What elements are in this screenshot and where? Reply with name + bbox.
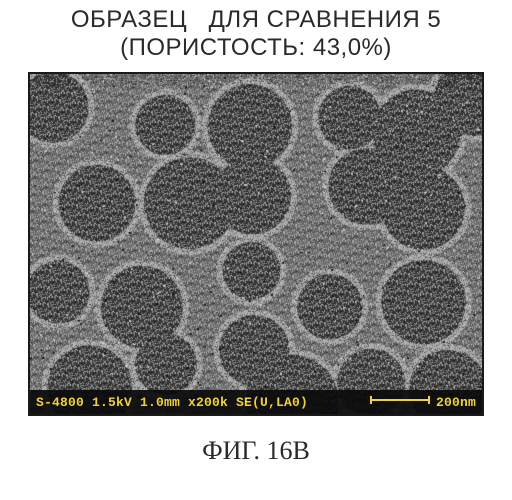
sem-micrograph: S-4800 1.5kV 1.0mm x200k SE(U,LA0) 200nm (28, 72, 484, 416)
sem-info-bar: S-4800 1.5kV 1.0mm x200k SE(U,LA0) 200nm (30, 390, 482, 414)
figure-caption: ФИГ. 16В (202, 436, 310, 466)
sem-scale-bar (370, 399, 430, 401)
sem-scale-label: 200nm (436, 395, 476, 410)
figure-title-line-2: (ПОРИСТОСТЬ: 43,0%) (120, 34, 392, 62)
figure-title-line-1: ОБРАЗЕЦ ДЛЯ СРАВНЕНИЯ 5 (71, 6, 441, 34)
figure-page: ОБРАЗЕЦ ДЛЯ СРАВНЕНИЯ 5 (ПОРИСТОСТЬ: 43,… (0, 0, 512, 500)
sem-instrument-text: S-4800 1.5kV 1.0mm x200k SE(U,LA0) (36, 395, 308, 410)
sem-micrograph-image (30, 74, 482, 414)
sem-scale-readout: 200nm (370, 395, 476, 410)
